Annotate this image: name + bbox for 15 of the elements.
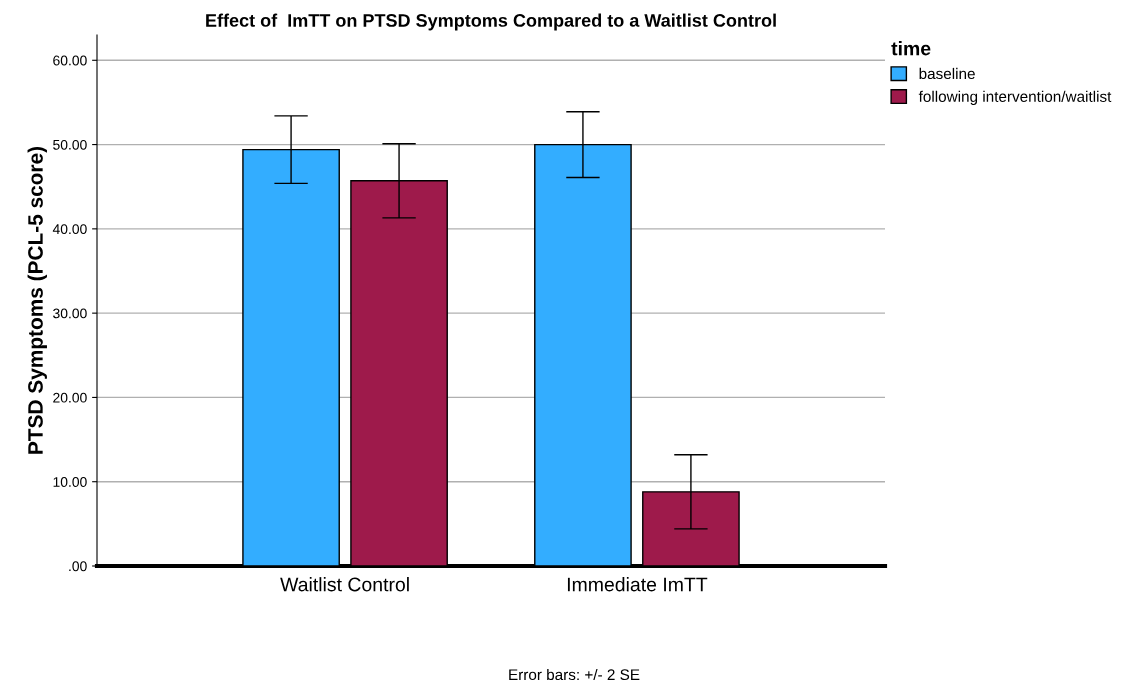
legend-label: following intervention/waitlist (918, 90, 1112, 105)
x-tick-label: Immediate ImTT (567, 577, 708, 592)
y-tick-label: 30.00 (53, 308, 87, 319)
y-tick-label: 40.00 (52, 224, 87, 235)
y-axis-title: PTSD Symptoms (PCL-5 score) (27, 146, 47, 454)
y-tick-label: .00 (69, 561, 87, 572)
y-tick-label: 10.00 (53, 477, 87, 487)
y-tick-label: 20.00 (53, 392, 87, 403)
legend-title: time (891, 41, 931, 56)
y-tick-label: 60.00 (53, 55, 87, 66)
text: Error bars: +/- 2 SE (509, 668, 640, 681)
x-tick-label: Waitlist Control (280, 577, 409, 592)
legend-label: baseline (919, 67, 975, 80)
y-tick-label: 50.00 (53, 139, 87, 150)
chart-title: Effect of ImTT on PTSD Symptoms Compared to a Waitlist Control (206, 13, 776, 31)
